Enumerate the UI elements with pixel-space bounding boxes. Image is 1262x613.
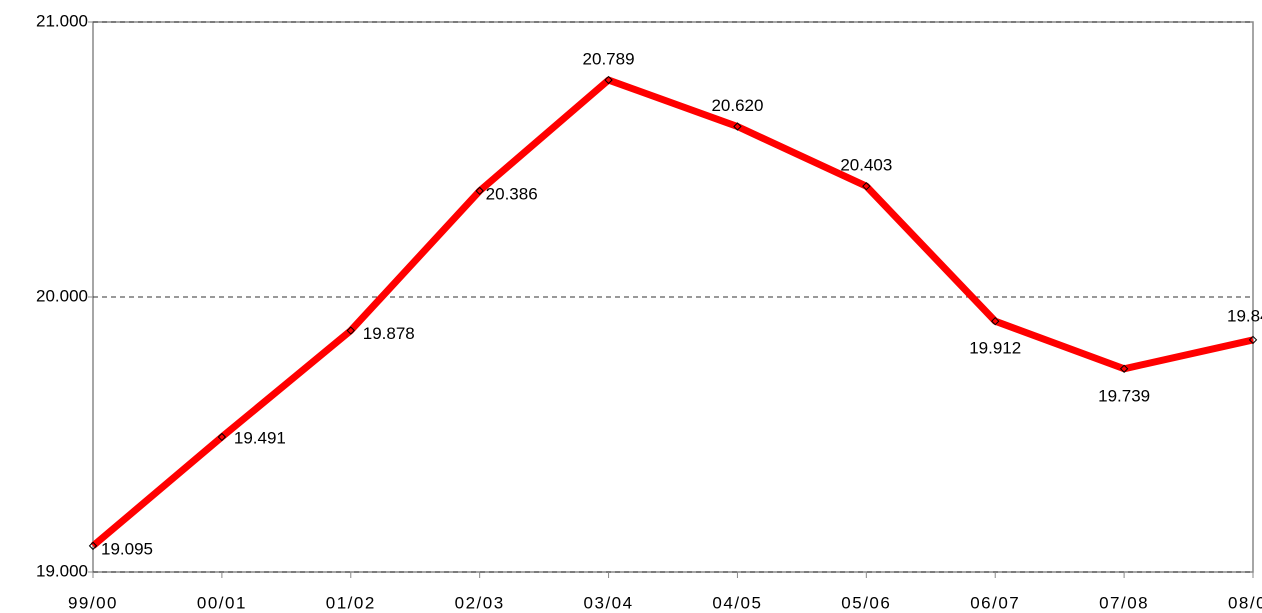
y-tick-label: 21.000 [36,11,88,30]
x-tick-label: 01/02 [326,593,376,612]
point [604,75,613,85]
y-tick-label: 20.000 [36,286,88,305]
point [217,432,227,442]
data-label: 19.095 [101,539,153,558]
x-tick-label: 07/08 [1099,593,1149,612]
x-tick-label: 04/05 [712,593,762,612]
point [862,181,871,191]
point [733,122,742,131]
data-label: 20.386 [486,184,538,203]
point [1119,364,1129,373]
point [991,316,1000,326]
line [90,76,1254,549]
x-tick-label: 99/00 [68,593,118,612]
point [1248,335,1258,345]
data-label: 19.912 [969,339,1021,358]
data-label: 20.403 [840,156,892,175]
x-tick-label: 06/07 [970,593,1020,612]
data-label: 19.491 [234,428,286,447]
data-label: 19.878 [363,324,415,343]
point [346,326,355,335]
data-label: 19.844 [1227,306,1262,325]
x-tick-label: 08/09 [1228,593,1262,612]
x-tick-label: 02/03 [455,593,505,612]
y-tick-label: 19.000 [36,561,88,580]
point [475,186,484,196]
point [88,541,98,551]
x-tick-label: 05/06 [841,593,891,612]
data-label: 20.789 [583,50,635,69]
data-label: 19.739 [1098,386,1150,405]
x-tick-label: 00/01 [197,593,247,612]
x-tick-label: 03/04 [584,593,634,612]
data-label: 20.620 [711,96,763,115]
